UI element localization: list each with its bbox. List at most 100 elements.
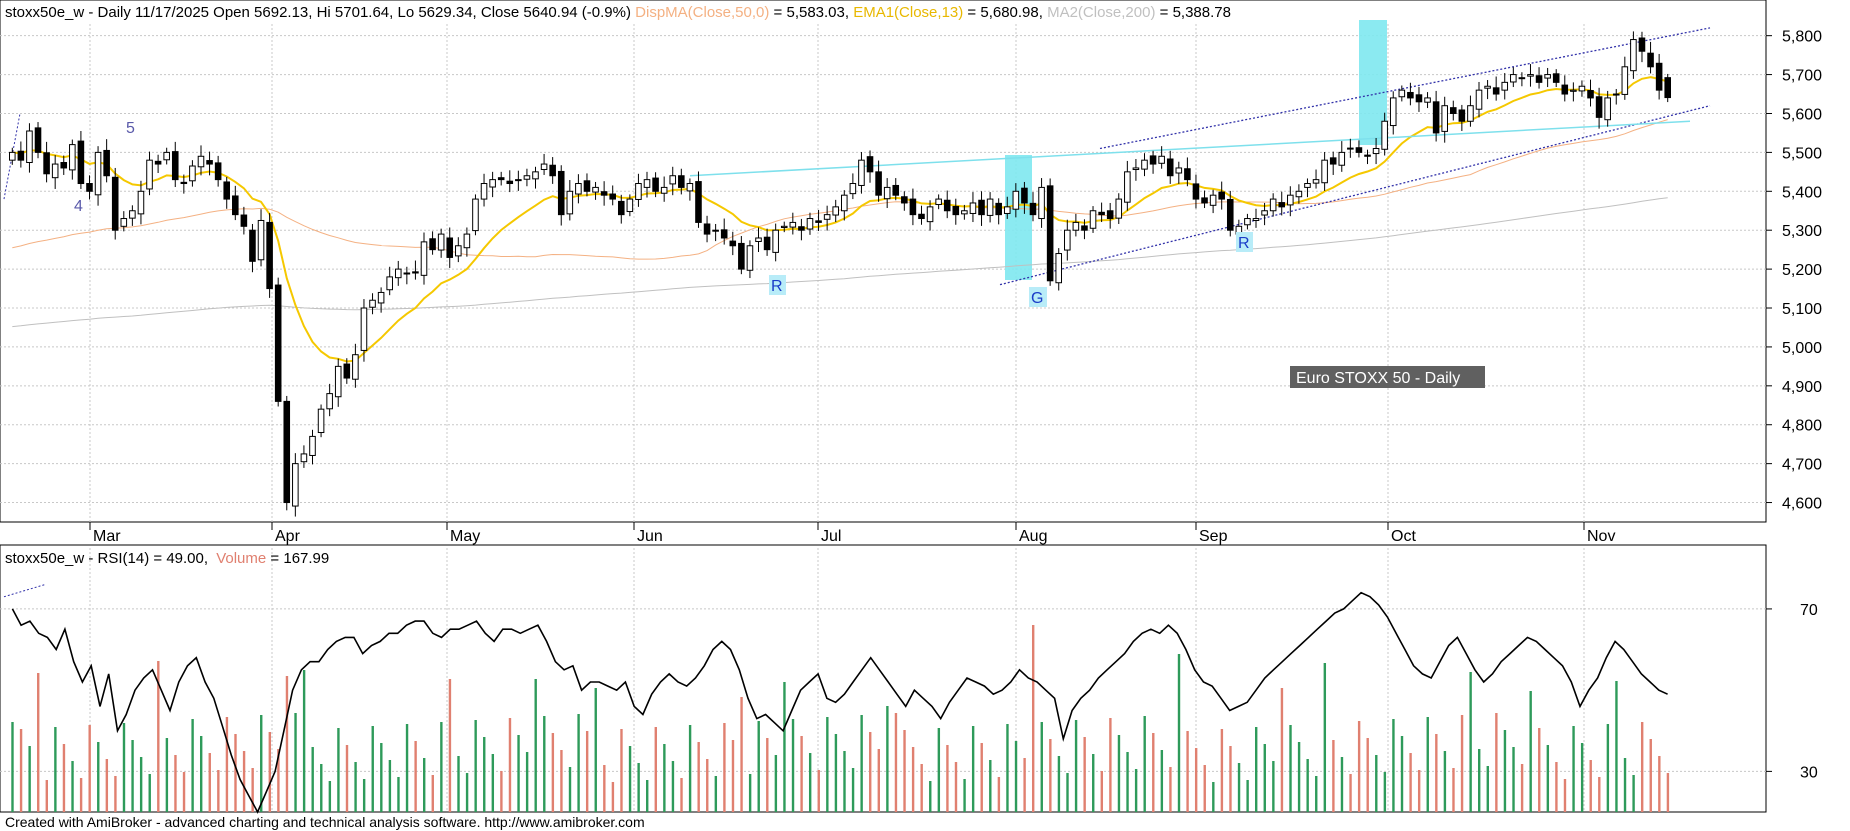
candle-up — [334, 365, 342, 398]
candle-up — [712, 229, 719, 232]
volume-bar-up — [1006, 724, 1009, 812]
volume-bar-up — [423, 758, 426, 812]
volume-bar-down — [225, 717, 229, 812]
candle-up — [566, 190, 574, 215]
chart-title-text: Euro STOXX 50 - Daily — [1296, 370, 1460, 387]
svg-text:stoxx50e_w - RSI(14) = 49.00,: stoxx50e_w - RSI(14) = 49.00, Volume = 1… — [5, 550, 329, 567]
candle-down — [866, 156, 874, 173]
candle-down — [798, 226, 805, 231]
volume-bar-up — [1572, 726, 1575, 812]
volume-bar-up — [1134, 769, 1138, 812]
candle-down — [583, 180, 591, 192]
volume-bar-up — [1289, 725, 1292, 812]
volume-bar-down — [954, 762, 958, 812]
candle-up — [883, 186, 891, 200]
volume-bar-down — [1520, 764, 1524, 812]
volume-bar-up — [1306, 759, 1309, 812]
volume-bar-up — [1246, 780, 1249, 812]
candle-down — [952, 205, 960, 216]
candle-down — [901, 196, 908, 204]
candle-up — [146, 159, 153, 190]
volume-bar-up — [491, 754, 495, 812]
volume-bar-up — [11, 722, 14, 812]
month-label: May — [450, 528, 480, 545]
candle-down — [171, 151, 179, 181]
candle-down — [1218, 191, 1225, 200]
volume-bar-up — [534, 679, 537, 812]
candle-down — [1587, 90, 1594, 99]
candle-down — [343, 363, 351, 379]
volume-bar-down — [1357, 721, 1361, 812]
volume-bar-down — [114, 776, 117, 812]
volume-header-value: = 167.99 — [270, 550, 329, 567]
candle-up — [1510, 74, 1517, 83]
volume-bar-up — [989, 760, 992, 812]
volume-bar-up — [260, 715, 263, 812]
candle-down — [429, 238, 436, 251]
candle-down — [274, 284, 282, 402]
candle-up — [309, 435, 316, 456]
volume-bar-up — [688, 725, 692, 812]
candle-down — [1329, 157, 1337, 165]
volume-bar-down — [1049, 739, 1052, 812]
candle-up — [1570, 89, 1577, 92]
volume-bar-up — [671, 761, 675, 812]
wave-label-4: 4 — [74, 198, 83, 215]
volume-bar-down — [920, 764, 923, 812]
candle-up — [26, 130, 33, 164]
ma200-line — [12, 197, 1668, 328]
volume-bar-up — [1546, 745, 1550, 812]
volume-bar-down — [766, 738, 769, 812]
candle-up — [1612, 93, 1620, 96]
candle-down — [1492, 87, 1500, 95]
volume-bar-down — [79, 778, 83, 812]
volume-bar-down — [414, 741, 417, 812]
volume-bar-down — [1109, 718, 1112, 812]
candle-up — [257, 219, 265, 261]
marker-r-sep-bg — [1236, 232, 1253, 252]
candle-down — [943, 199, 951, 212]
candle-down — [1081, 225, 1088, 231]
candle-up — [635, 183, 642, 200]
volume-bar-down — [448, 679, 452, 812]
rsi-panel-frame[interactable] — [0, 544, 1767, 813]
volume-bar-up — [1272, 761, 1275, 812]
volume-bar-up — [1323, 663, 1327, 812]
candle-up — [1244, 218, 1251, 226]
footer-credit: Created with AmiBroker - advanced charti… — [5, 814, 645, 830]
price-panel-frame[interactable] — [0, 0, 1767, 523]
volume-bar-down — [19, 729, 23, 812]
candle-down — [206, 160, 213, 165]
price-y-tick-label: 5,000 — [1782, 340, 1822, 357]
candle-down — [892, 184, 900, 196]
candle-up — [403, 272, 411, 275]
candle-up — [935, 198, 942, 206]
candle-up — [1501, 81, 1509, 91]
volume-bar-up — [54, 727, 57, 812]
volume-bar-up — [388, 760, 392, 812]
candle-up — [1484, 85, 1491, 89]
candle-down — [1192, 183, 1200, 200]
month-label: Nov — [1587, 528, 1615, 545]
candle-up — [806, 218, 814, 230]
candle-up — [1089, 210, 1097, 229]
volume-bar-down — [877, 749, 880, 812]
price-header-main: stoxx50e_w - Daily 11/17/2025 Open 5692.… — [5, 4, 631, 21]
candle-up — [1321, 159, 1328, 184]
volume-bar-down — [1460, 715, 1464, 812]
candle-down — [103, 149, 110, 177]
candle-down — [1278, 202, 1286, 208]
volume-bar-up — [525, 752, 529, 812]
candle-up — [137, 190, 145, 215]
price-y-tick-label: 4,600 — [1782, 496, 1822, 513]
volume-bar-down — [88, 725, 91, 812]
marker-r-sep: R — [1238, 235, 1250, 252]
volume-bar-up — [748, 774, 752, 812]
candle-down — [86, 183, 93, 192]
volume-bar-up — [808, 753, 812, 812]
candle-up — [1209, 194, 1217, 206]
volume-bar-up — [791, 719, 795, 812]
candle-down — [695, 181, 702, 223]
candle-up — [1295, 190, 1303, 198]
